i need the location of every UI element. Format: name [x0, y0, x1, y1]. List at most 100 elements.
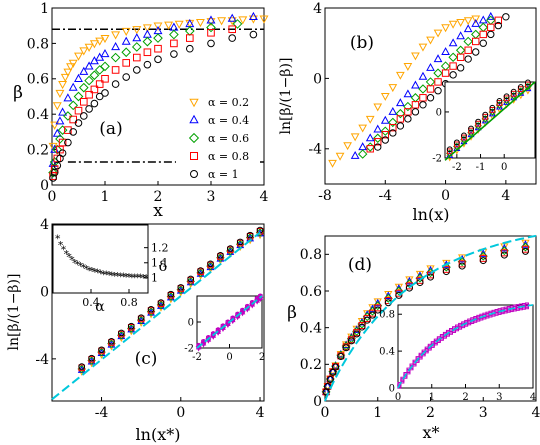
- c-inset-right-ytick-label-1: 0: [188, 318, 194, 329]
- a-point-s0-18: [142, 24, 152, 33]
- c-inset-left-point-31: *: [143, 273, 149, 285]
- d-xtick-label-1: 1: [373, 405, 382, 421]
- c-inset-left-point-12: *: [89, 266, 95, 278]
- a-point-s3-6: [69, 115, 78, 124]
- a-point-s4-6: [69, 128, 77, 136]
- d-xtick-label-0: 0: [321, 405, 330, 421]
- c-point-s4-13: [207, 260, 214, 268]
- b-inset-point-s3-0: [446, 148, 453, 155]
- a-point-s4-14: [122, 73, 130, 81]
- a-point-s0-23: [195, 19, 205, 28]
- panel-c: -4 0 4 -4 0 4 ln(x*) ln[β/(1−β)] (c) 0.4 0.8 1 1…: [6, 217, 265, 444]
- a-point-s4-22: [249, 30, 258, 39]
- b-ytick-label-0: -4: [308, 142, 322, 158]
- panel-a-data: [48, 11, 269, 182]
- a-point-s0-10: [79, 47, 89, 56]
- d-ytick-label-4: 0.8: [300, 247, 322, 263]
- a-point-s0-20: [164, 21, 174, 30]
- c-inset-left-ytick-label-2: 1.2: [151, 242, 169, 255]
- d-point-s4-15: [405, 284, 413, 292]
- d-inset-ytick-label-0: 0: [389, 384, 395, 395]
- c-point-s4-8: [157, 299, 165, 306]
- b-point-s4-17: [502, 13, 510, 21]
- a-point-s4-16: [143, 60, 152, 69]
- b-point-s2-6: [403, 101, 413, 112]
- b-point-s1-5: [388, 106, 398, 115]
- panel-a: 0 1 2 3 4 0 0.2 0.4 0.6 0.8 1 x β (a) α = 0.2 α = …: [13, 1, 268, 221]
- b-point-s3-7: [419, 94, 427, 102]
- a-point-s2-12: [100, 61, 110, 72]
- panel-b-ylabel: ln[β/(1−β)]: [278, 58, 294, 135]
- panel-c-frame: [51, 223, 265, 402]
- b-point-s2-11: [440, 61, 451, 71]
- c-point-s4-12: [197, 267, 204, 274]
- a-ytick-label-0: 0: [40, 178, 49, 194]
- b-point-s4-0: [374, 143, 382, 151]
- b-point-s1-0: [350, 150, 360, 159]
- b-inset-point-s3-8: [503, 95, 510, 102]
- legend-marker-5: [190, 170, 198, 178]
- d-point-s4-10: [363, 316, 371, 324]
- legend-box: [176, 88, 260, 178]
- b-point-s2-12: [448, 52, 458, 62]
- b-point-s2-15: [471, 29, 481, 40]
- a-point-s3-21: [228, 25, 236, 34]
- b-point-s1-9: [418, 71, 428, 80]
- b-point-s0-13: [426, 36, 435, 45]
- b-point-s3-17: [494, 16, 503, 25]
- panel-d-panel-label: (d): [348, 255, 372, 275]
- panel-d-ticks: 0 1 2 3 400.20.40.60.8: [300, 247, 540, 421]
- d-point-s3-13: [384, 297, 392, 305]
- a-point-s4-13: [111, 80, 120, 88]
- a-xtick-label-3: 3: [207, 189, 216, 205]
- a-point-s1-16: [142, 29, 152, 38]
- panel-b-xlabel: ln(x): [413, 205, 450, 224]
- a-point-s4-19: [186, 44, 194, 53]
- b-point-s3-11: [449, 62, 457, 70]
- panel-d-ylabel: β: [287, 303, 297, 323]
- b-point-s2-13: [455, 45, 466, 55]
- a-point-s2-0: [48, 167, 58, 178]
- b-point-s3-12: [456, 53, 465, 61]
- panel-d-inset-frame: [397, 304, 534, 389]
- c-inset-left-point-29: *: [138, 272, 144, 284]
- c-inset-right-ytick-label-0: -2: [184, 344, 194, 355]
- a-xtick-label-0: 0: [48, 189, 57, 205]
- a-point-s1-7: [74, 73, 83, 82]
- a-point-s1-8: [79, 66, 89, 75]
- legend-marker-4: [190, 152, 198, 160]
- a-point-s2-14: [121, 47, 132, 58]
- d-inset-xtick-label-0: 0: [395, 392, 401, 403]
- a-point-s1-6: [68, 82, 78, 91]
- c-inset-left-point-1: *: [58, 239, 64, 251]
- c-inset-left-point-7: *: [75, 259, 81, 271]
- d-inset-xtick-label-2: 2: [462, 392, 468, 403]
- b-inset-point-s3-1: [453, 141, 460, 148]
- a-point-s4-11: [95, 92, 104, 101]
- a-point-s0-6: [63, 68, 73, 77]
- a-point-s2-19: [184, 26, 195, 36]
- c-point-s4-16: [236, 238, 244, 246]
- b-point-s3-2: [381, 131, 389, 139]
- b-point-s0-8: [388, 84, 398, 93]
- b-point-s0-9: [395, 71, 405, 80]
- a-point-s4-5: [64, 138, 72, 147]
- b-inset-xtick-label-0: -2: [452, 162, 462, 173]
- b-point-s2-0: [357, 149, 368, 159]
- b-point-s3-9: [434, 78, 442, 86]
- b-point-s1-8: [411, 80, 420, 89]
- a-point-s3-18: [170, 39, 178, 48]
- b-point-s0-1: [335, 152, 345, 161]
- a-point-s0-3: [55, 89, 65, 98]
- b-point-s2-4: [388, 117, 398, 128]
- c-point-s4-7: [147, 305, 155, 313]
- b-point-s4-13: [472, 48, 480, 56]
- panel-c-data: [51, 226, 265, 401]
- b-point-s0-17: [456, 19, 466, 27]
- b-xtick-label-0: -8: [318, 188, 332, 204]
- c-inset-left-point-4: *: [67, 251, 73, 263]
- d-inset-xtick-label-3: 3: [496, 392, 502, 403]
- b-point-s0-0: [328, 159, 337, 168]
- c-inset-left-point-25: *: [126, 272, 132, 284]
